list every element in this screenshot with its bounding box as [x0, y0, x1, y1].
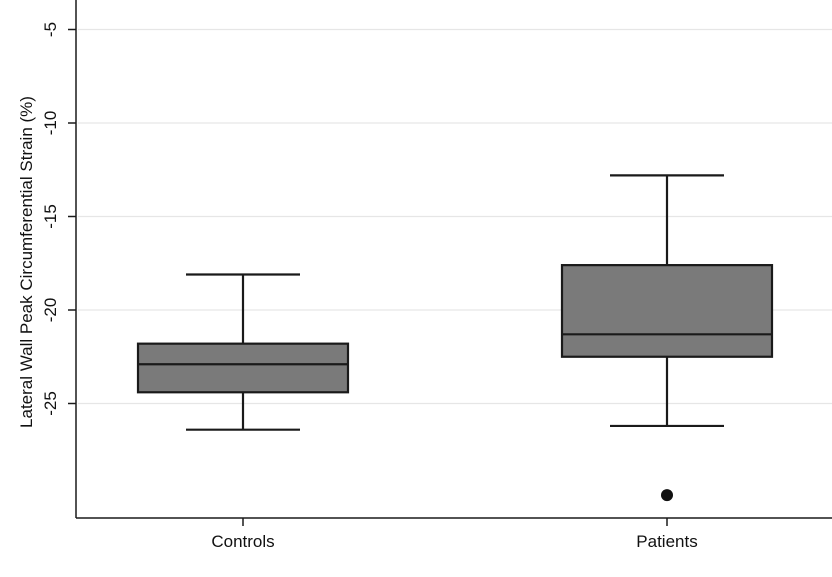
y-tick-label: -15 [41, 204, 60, 229]
outlier-point [661, 489, 673, 502]
y-tick-label: -20 [41, 298, 60, 323]
y-axis-title: Lateral Wall Peak Circumferential Strain… [17, 96, 36, 428]
x-axis-ticks: Controls Patients [211, 518, 698, 551]
x-tick-label: Controls [211, 532, 274, 551]
y-tick-label: -25 [41, 391, 60, 416]
y-axis-ticks: -5 -10 -15 -20 -25 [41, 22, 76, 416]
iqr-box [136, 342, 350, 394]
y-tick-label: -5 [41, 22, 60, 37]
x-tick-label: Patients [636, 532, 697, 551]
box-patients [560, 174, 774, 502]
box-series [136, 174, 774, 502]
iqr-box [560, 264, 774, 358]
box-controls [136, 273, 350, 431]
y-tick-label: -10 [41, 111, 60, 136]
